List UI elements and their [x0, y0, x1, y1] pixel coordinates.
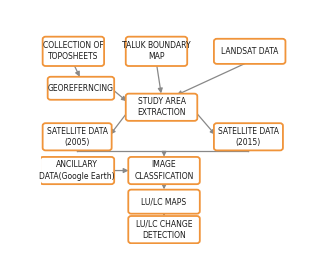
Text: SATELLITE DATA
(2005): SATELLITE DATA (2005): [47, 127, 108, 147]
Text: LANDSAT DATA: LANDSAT DATA: [221, 47, 279, 56]
FancyBboxPatch shape: [43, 37, 104, 66]
Text: STUDY AREA
EXTRACTION: STUDY AREA EXTRACTION: [137, 97, 186, 117]
FancyBboxPatch shape: [126, 94, 197, 121]
FancyBboxPatch shape: [43, 123, 112, 150]
Text: LU/LC MAPS: LU/LC MAPS: [141, 197, 187, 206]
FancyBboxPatch shape: [48, 77, 114, 100]
FancyBboxPatch shape: [126, 37, 187, 66]
FancyBboxPatch shape: [128, 157, 200, 184]
Text: IMAGE
CLASSFICATION: IMAGE CLASSFICATION: [134, 161, 194, 181]
Text: SATELLITE DATA
(2015): SATELLITE DATA (2015): [218, 127, 279, 147]
Text: ANCILLARY
DATA(Google Earth): ANCILLARY DATA(Google Earth): [39, 161, 115, 181]
FancyBboxPatch shape: [214, 39, 285, 64]
Text: LU/LC CHANGE
DETECTION: LU/LC CHANGE DETECTION: [136, 219, 192, 240]
FancyBboxPatch shape: [128, 216, 200, 243]
FancyBboxPatch shape: [128, 190, 200, 214]
Text: COLLECTION OF
TOPOSHEETS: COLLECTION OF TOPOSHEETS: [43, 41, 104, 61]
Text: TALUK BOUNDARY
MAP: TALUK BOUNDARY MAP: [122, 41, 191, 61]
Text: GEOREFERNCING: GEOREFERNCING: [48, 84, 114, 93]
FancyBboxPatch shape: [40, 157, 114, 184]
FancyBboxPatch shape: [214, 123, 283, 150]
